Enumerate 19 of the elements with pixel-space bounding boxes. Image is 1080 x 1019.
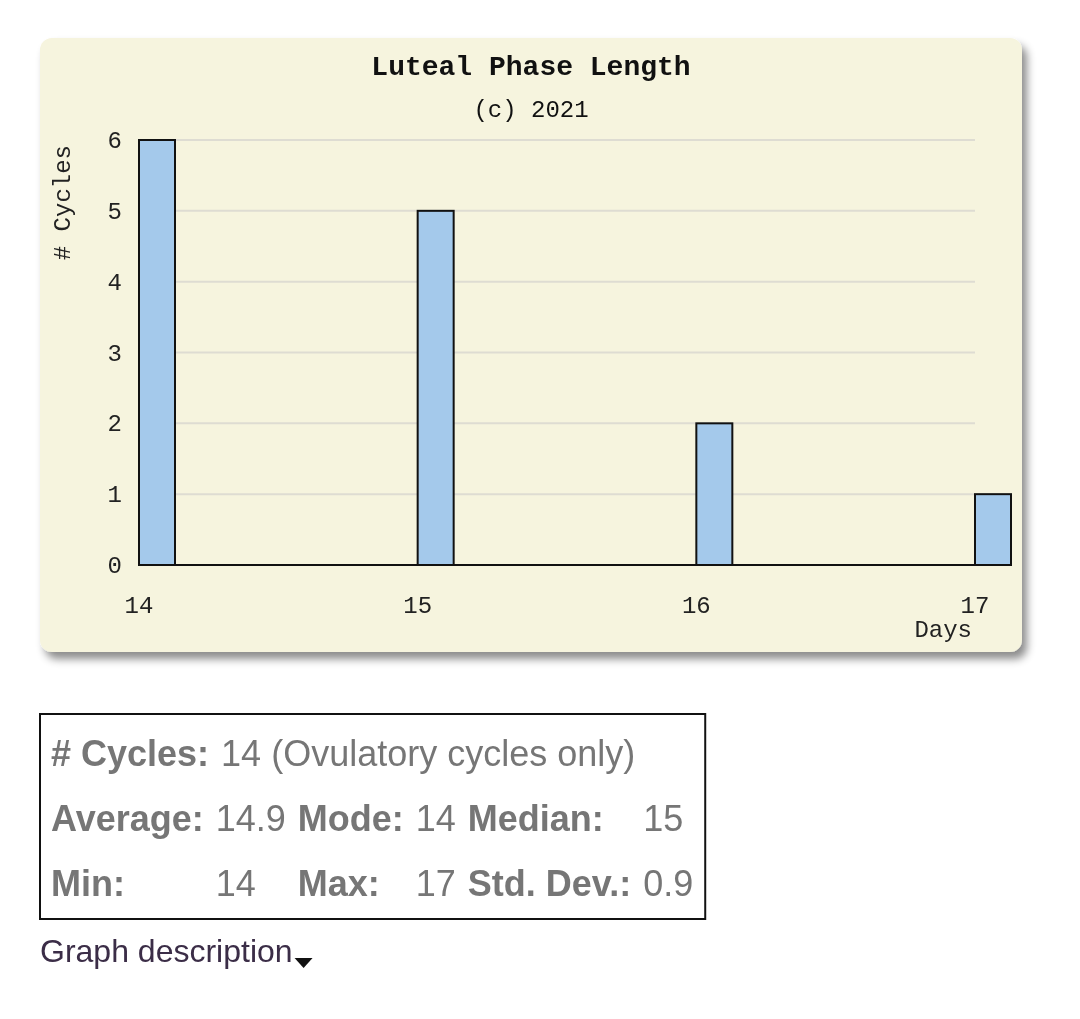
- text: # Cycles: 14 (Ovulatory cycles only): [51, 733, 636, 774]
- x-tick-label: 16: [681, 593, 711, 620]
- x-tick-label: 14: [124, 593, 154, 620]
- y-tick-label: 0: [107, 553, 122, 580]
- y-tick-label: 1: [107, 482, 122, 510]
- text: Graph description: [40, 933, 293, 969]
- y-axis-title: # Cycles: [50, 145, 77, 261]
- y-tick-label: 6: [107, 128, 122, 155]
- x-axis-title: Days: [914, 617, 972, 644]
- chart-subtitle: (c) 2021: [473, 97, 589, 124]
- y-tick-label: 2: [107, 411, 122, 439]
- x-tick-label: 15: [403, 593, 433, 620]
- y-tick-label: 3: [107, 340, 122, 368]
- text: Min: 14 Max: 17 Std. Dev.: 0.9: [51, 863, 694, 904]
- chart-title: Luteal Phase Length: [371, 52, 691, 83]
- y-tick-label: 5: [107, 198, 122, 226]
- x-tick-label: 17: [960, 593, 990, 620]
- text: Average: 14.9 Mode: 14 Median: 15: [51, 798, 684, 839]
- y-tick-label: 4: [107, 269, 122, 297]
